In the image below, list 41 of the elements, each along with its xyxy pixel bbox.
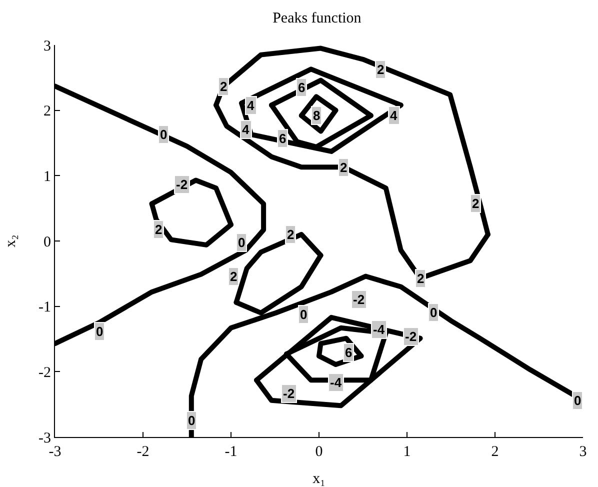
x-tick-label: 1 [403, 444, 411, 460]
y-tick-label: -1 [38, 300, 51, 316]
y-tick-label: -3 [38, 430, 51, 446]
annotation: 6 [298, 80, 306, 95]
x-tick-label: -1 [224, 444, 238, 460]
annotation: 0 [160, 127, 168, 142]
x-tick-label: 2 [491, 444, 499, 460]
annotation: 8 [313, 108, 320, 123]
x-tick-label: 3 [579, 444, 587, 460]
annotation: 4 [242, 122, 250, 137]
chart-title: Peaks function [272, 10, 362, 27]
annotation: 2 [230, 269, 238, 284]
y-tick-label: 2 [44, 104, 51, 120]
annotation: 4 [247, 98, 255, 113]
annotation: 2 [287, 227, 294, 242]
annotation: -2 [353, 292, 365, 307]
annotation: 0 [574, 393, 582, 408]
annotation: -2 [176, 177, 188, 192]
x-tick-label: -2 [136, 444, 150, 460]
x-tick-label: 0 [315, 444, 323, 460]
y-tick-label: 0 [44, 234, 51, 250]
y-tick-label: 1 [44, 168, 51, 185]
annotation: -2 [405, 329, 417, 344]
x-axis-title: x₁ [312, 471, 326, 487]
annotation: 0 [96, 324, 104, 339]
annotation: 2 [377, 62, 384, 77]
annotation: 6 [345, 345, 352, 360]
annotation: 2 [472, 196, 480, 211]
annotation: 0 [430, 305, 438, 320]
annotation: 6 [279, 131, 286, 146]
y-axis-title: x₂ [3, 234, 19, 248]
annotation: -4 [330, 375, 342, 390]
annotation: -2 [283, 386, 295, 401]
annotation: -4 [373, 322, 386, 337]
y-tick-label: -2 [38, 364, 51, 381]
annotation: 0 [300, 307, 308, 322]
annotation: 0 [238, 235, 246, 250]
annotation: 4 [390, 108, 398, 123]
annotation: 0 [188, 413, 196, 428]
y-tick-label: 3 [44, 38, 51, 54]
annotation: 2 [155, 222, 162, 237]
